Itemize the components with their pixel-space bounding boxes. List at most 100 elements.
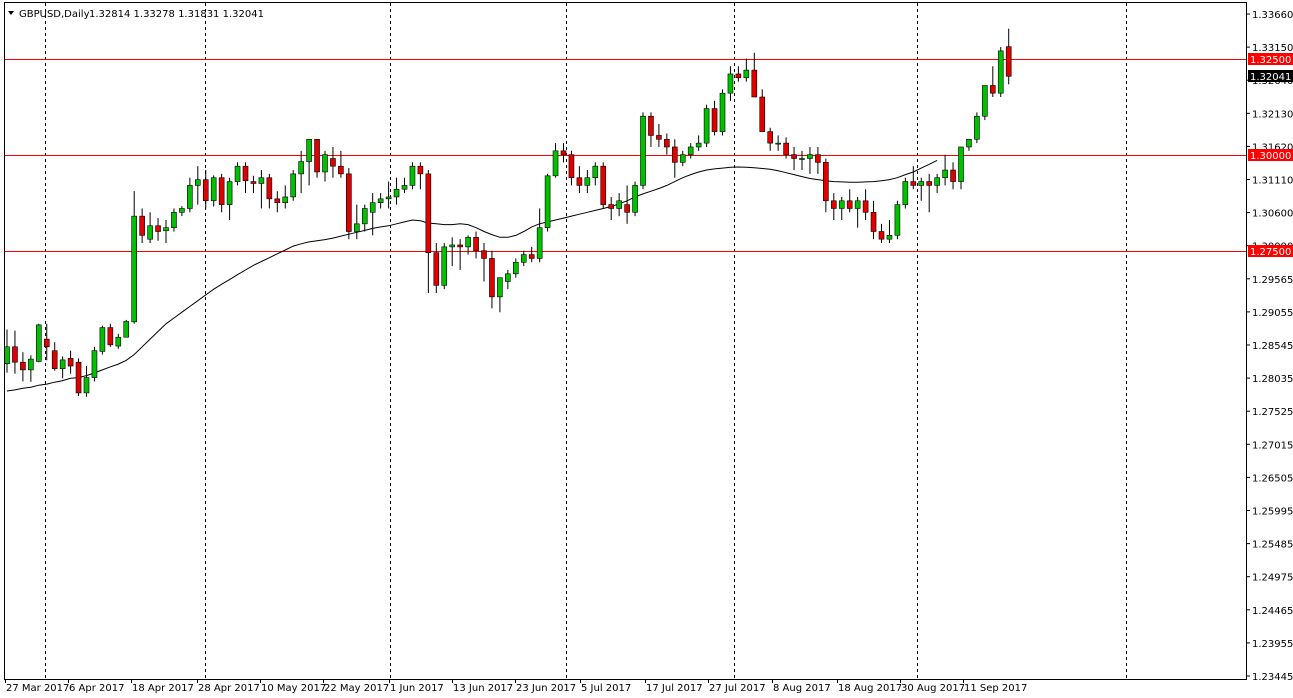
bull-candle-body [401,185,408,190]
price-labels: 1.32500 1.30000 1.27500 1.32041 [1248,53,1293,258]
candle [608,196,615,220]
candle [648,112,654,147]
dropdown-arrow-icon[interactable] [8,11,14,15]
x-tick-label: 18 Aug 2017 [838,683,902,694]
bull-candle-body [966,138,972,148]
bull-candle-body [147,225,153,240]
x-tick-label: 28 Apr 2017 [198,683,260,694]
candle [862,189,869,220]
candle [51,342,58,371]
bull-candle-body [282,196,289,203]
bull-candle-body [353,223,360,232]
x-tick-label: 23 Jun 2017 [516,683,576,694]
bull-candle-body [115,336,122,347]
candle [274,191,281,213]
y-tick-label: 1.26505 [1252,473,1293,484]
candle [664,133,670,155]
bear-candle-body [656,135,662,140]
bear-candle-body [711,108,718,132]
candle [759,89,766,132]
bear-candle-body [576,177,583,186]
bear-candle-body [560,150,567,155]
candle [624,185,630,224]
plot-frame [4,2,1247,680]
candle [735,66,742,82]
bull-candle-body [799,158,805,160]
moving-average [6,159,938,392]
level-price-tag-label: 1.30000 [1250,151,1291,162]
candle [457,239,463,270]
bull-candle-body [918,181,925,186]
candle [35,323,42,363]
bull-candle-body [616,200,622,209]
candle [43,323,50,361]
candle [592,162,599,186]
y-tick-label: 1.27525 [1252,407,1293,418]
candle [894,200,901,240]
y-tick-label: 1.28545 [1252,341,1293,352]
bear-candle-body [846,200,853,209]
candle [799,150,805,171]
candle [727,66,734,101]
bear-candle-body [862,200,869,213]
bull-candle-body [902,181,909,205]
bull-candle-body [886,235,893,240]
candle [616,193,622,217]
candle [433,243,440,294]
candle [59,356,66,379]
bear-candle-body [648,115,654,136]
candle [75,358,82,397]
candle [687,143,694,159]
bear-candle-body [75,361,82,394]
y-tick-label: 1.24975 [1252,573,1293,584]
bull-candle-body [743,69,750,79]
candle [123,319,130,338]
candle [314,138,320,178]
bull-candle-body [497,277,503,298]
bull-candle-body [290,173,297,198]
bull-candle-body [854,200,861,209]
y-tick-label: 1.25995 [1252,507,1293,518]
candle [497,277,503,313]
bear-candle-body [878,231,885,240]
bear-candle-body [202,179,209,202]
bull-candle-body [322,154,328,173]
candle [719,89,726,136]
y-tick-label: 1.23955 [1252,639,1293,650]
bull-candle-body [465,236,471,248]
level-price-tag [1248,149,1293,161]
candle [187,177,193,213]
bull-candle-body [123,321,130,338]
candle [815,146,821,174]
bear-candle-body [735,73,742,79]
x-tick-label: 13 Jun 2017 [453,683,513,694]
candle [974,112,980,144]
candles [4,28,1012,397]
bear-candle-body [107,327,114,346]
bull-candle-body [838,200,845,209]
bear-candle-body [870,212,877,232]
candle [91,346,98,382]
bear-candle-body [989,85,996,94]
candle [377,193,384,209]
bear-candle-body [12,346,18,363]
bear-candle-body [600,165,607,205]
candle [282,185,289,209]
bull-candle-body [584,177,591,186]
candle [783,137,789,159]
candle [958,146,964,190]
candle [163,219,169,244]
bear-candle-body [783,142,789,155]
time-axis: 27 Mar 2017 6 Apr 2017 18 Apr 2017 28 Apr 2… [5,679,1027,694]
chart-header: GBPUSD,Daily 1.32814 1.33278 1.31831 1.3… [8,9,264,20]
bull-candle-body [377,198,384,203]
candle [226,177,233,220]
candle [982,85,988,121]
candle [695,135,702,151]
candle [250,175,257,194]
bull-candle-body [687,146,694,155]
candle [234,162,241,186]
candle [417,162,424,190]
candle [218,173,225,213]
